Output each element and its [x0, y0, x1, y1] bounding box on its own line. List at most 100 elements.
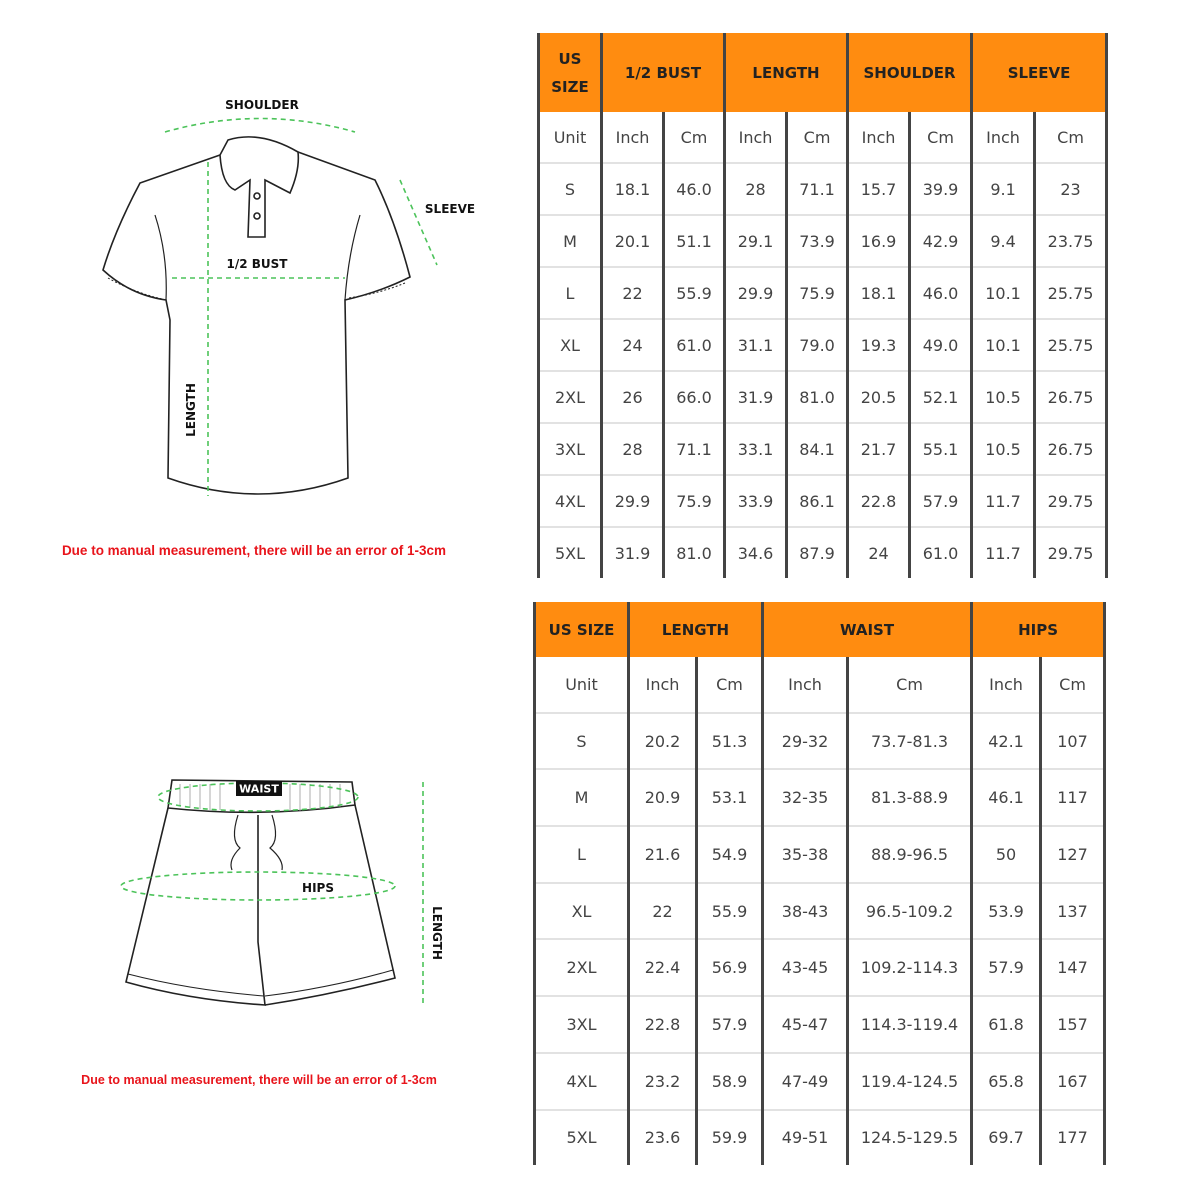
value-cell: 10.1 [970, 319, 1037, 372]
header-waist: WAIST [761, 602, 974, 657]
value-cell: 147 [1039, 939, 1107, 998]
header-shoulder: SHOULDER [846, 33, 974, 112]
size-cell: 5XL [537, 527, 603, 578]
value-cell: 61.0 [661, 319, 727, 372]
value-cell: 61.8 [970, 996, 1043, 1054]
value-cell: 69.7 [970, 1109, 1043, 1166]
value-cell: 137 [1039, 882, 1107, 941]
value-cell: 10.5 [970, 423, 1037, 476]
value-cell: 34.6 [723, 527, 789, 578]
value-cell: 39.9 [908, 163, 974, 216]
value-cell: 11.7 [970, 475, 1037, 528]
value-cell: Cm [661, 112, 727, 164]
table-row: L 21.6 54.9 35-38 88.9-96.5 50 127 [533, 826, 1107, 884]
value-cell: 20.5 [846, 371, 912, 424]
value-cell: 124.5-129.5 [846, 1109, 974, 1166]
value-cell: 55.9 [694, 882, 765, 941]
size-cell: L [537, 267, 603, 320]
header-us-size: US SIZE [537, 33, 603, 112]
shorts-length-label: LENGTH [430, 906, 444, 960]
value-cell: 56.9 [694, 939, 765, 998]
value-cell: 54.9 [694, 826, 765, 884]
value-cell: 46.0 [908, 267, 974, 320]
value-cell: 31.1 [723, 319, 789, 372]
size-cell: 2XL [533, 939, 630, 998]
value-cell: 26.75 [1033, 423, 1109, 476]
garment-illustrations [102, 117, 438, 1006]
value-cell: 23.2 [627, 1052, 698, 1111]
value-cell: 35-38 [761, 826, 850, 884]
value-cell: 47-49 [761, 1052, 850, 1111]
value-cell: 55.9 [661, 267, 727, 320]
value-cell: 10.1 [970, 267, 1037, 320]
table-row: M 20.9 53.1 32-35 81.3-88.9 46.1 117 [533, 769, 1107, 828]
value-cell: Inch [761, 657, 850, 714]
value-cell: 26 [600, 371, 665, 424]
value-cell: 75.9 [661, 475, 727, 528]
value-cell: 16.9 [846, 215, 912, 268]
header-sleeve: SLEEVE [970, 33, 1109, 112]
size-cell: Unit [533, 657, 630, 714]
header-hips: HIPS [970, 602, 1107, 657]
value-cell: 46.0 [661, 163, 727, 216]
size-cell: 2XL [537, 371, 603, 424]
value-cell: 86.1 [785, 475, 850, 528]
value-cell: Cm [908, 112, 974, 164]
value-cell: 31.9 [723, 371, 789, 424]
value-cell: 57.9 [694, 996, 765, 1054]
value-cell: 65.8 [970, 1052, 1043, 1111]
value-cell: 55.1 [908, 423, 974, 476]
value-cell: 53.1 [694, 769, 765, 828]
sleeve-label: SLEEVE [424, 202, 476, 216]
shorts-table-header: US SIZE LENGTH WAIST HIPS [533, 602, 1107, 657]
value-cell: 15.7 [846, 163, 912, 216]
header-us-size: US SIZE [533, 602, 630, 657]
value-cell: 25.75 [1033, 319, 1109, 372]
value-cell: Inch [600, 112, 665, 164]
size-cell: L [533, 826, 630, 884]
table-row: 3XL 22.8 57.9 45-47 114.3-119.4 61.8 157 [533, 996, 1107, 1054]
table-row: XL 24 61.0 31.1 79.0 19.3 49.0 10.1 25.75 [537, 319, 1109, 372]
value-cell: 28 [600, 423, 665, 476]
value-cell: 23.75 [1033, 215, 1109, 268]
value-cell: 38-43 [761, 882, 850, 941]
value-cell: 119.4-124.5 [846, 1052, 974, 1111]
value-cell: 114.3-119.4 [846, 996, 974, 1054]
size-cell: 5XL [533, 1109, 630, 1166]
value-cell: 87.9 [785, 527, 850, 578]
size-cell: 3XL [533, 996, 630, 1054]
value-cell: 43-45 [761, 939, 850, 998]
waist-label: WAIST [239, 782, 279, 796]
value-cell: 58.9 [694, 1052, 765, 1111]
value-cell: 20.9 [627, 769, 698, 828]
value-cell: 29.1 [723, 215, 789, 268]
shorts-size-table: US SIZE LENGTH WAIST HIPS Unit Inch Cm Inch… [533, 602, 1107, 1166]
shirt-measurement-note: Due to manual measurement, there will be… [61, 543, 447, 558]
size-cell: Unit [537, 112, 603, 164]
value-cell: 59.9 [694, 1109, 765, 1166]
table-row: 5XL 31.9 81.0 34.6 87.9 24 61.0 11.7 29.75 [537, 527, 1109, 578]
value-cell: 46.1 [970, 769, 1043, 828]
value-cell: Cm [694, 657, 765, 714]
table-row: 3XL 28 71.1 33.1 84.1 21.7 55.1 10.5 26.75 [537, 423, 1109, 476]
header-length: LENGTH [723, 33, 850, 112]
value-cell: 21.7 [846, 423, 912, 476]
value-cell: 157 [1039, 996, 1107, 1054]
table-row: L 22 55.9 29.9 75.9 18.1 46.0 10.1 25.75 [537, 267, 1109, 320]
value-cell: 22 [627, 882, 698, 941]
shirt-drawing [102, 136, 411, 495]
value-cell: 20.2 [627, 712, 698, 771]
value-cell: 33.1 [723, 423, 789, 476]
value-cell: 29.9 [723, 267, 789, 320]
table-row: 2XL 22.4 56.9 43-45 109.2-114.3 57.9 147 [533, 939, 1107, 998]
value-cell: 107 [1039, 712, 1107, 771]
table-row: XL 22 55.9 38-43 96.5-109.2 53.9 137 [533, 882, 1107, 941]
value-cell: 45-47 [761, 996, 850, 1054]
value-cell: 117 [1039, 769, 1107, 828]
shirt-size-table: US SIZE 1/2 BUST LENGTH SHOULDER SLEEVE … [537, 33, 1109, 578]
size-cell: S [537, 163, 603, 216]
value-cell: 49-51 [761, 1109, 850, 1166]
value-cell: Inch [970, 657, 1043, 714]
size-cell: XL [533, 882, 630, 941]
value-cell: 29.9 [600, 475, 665, 528]
